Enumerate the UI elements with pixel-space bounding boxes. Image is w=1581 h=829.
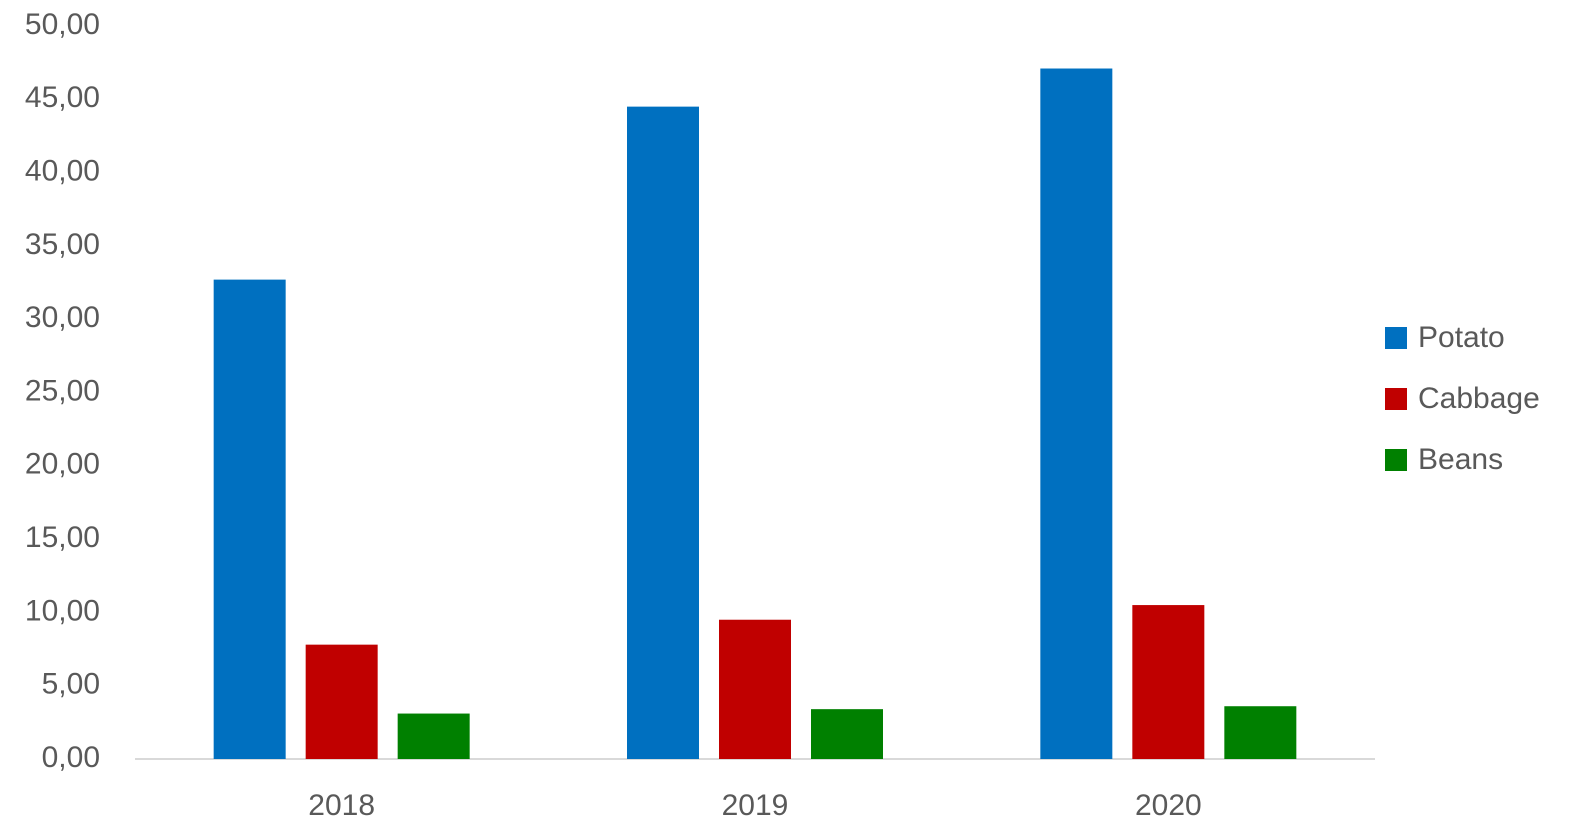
legend-swatch (1385, 327, 1407, 349)
legend-label: Cabbage (1418, 382, 1540, 415)
legend-swatch (1385, 388, 1407, 410)
y-tick-label: 15,00 (25, 521, 100, 554)
bar (811, 709, 883, 759)
bar (305, 644, 378, 759)
y-tick-label: 45,00 (25, 81, 100, 114)
y-tick-label: 50,00 (25, 8, 100, 41)
bar (1132, 605, 1205, 759)
y-tick-label: 5,00 (42, 668, 100, 701)
bar (719, 619, 791, 759)
bar (213, 279, 286, 759)
bar (1224, 706, 1297, 759)
y-tick-label: 25,00 (25, 374, 100, 407)
y-tick-label: 20,00 (25, 448, 100, 481)
bar (627, 106, 699, 759)
y-tick-label: 40,00 (25, 155, 100, 188)
legend-label: Potato (1418, 321, 1505, 354)
y-tick-label: 30,00 (25, 301, 100, 334)
bar (1040, 68, 1113, 760)
legend-label: Beans (1418, 443, 1503, 476)
x-tick-label: 2018 (308, 789, 375, 822)
y-tick-label: 35,00 (25, 228, 100, 261)
bar (397, 713, 470, 759)
y-tick-label: 0,00 (42, 741, 100, 774)
legend-swatch (1385, 449, 1407, 471)
y-tick-label: 10,00 (25, 594, 100, 627)
x-tick-label: 2019 (722, 789, 789, 822)
x-tick-label: 2020 (1135, 789, 1202, 822)
